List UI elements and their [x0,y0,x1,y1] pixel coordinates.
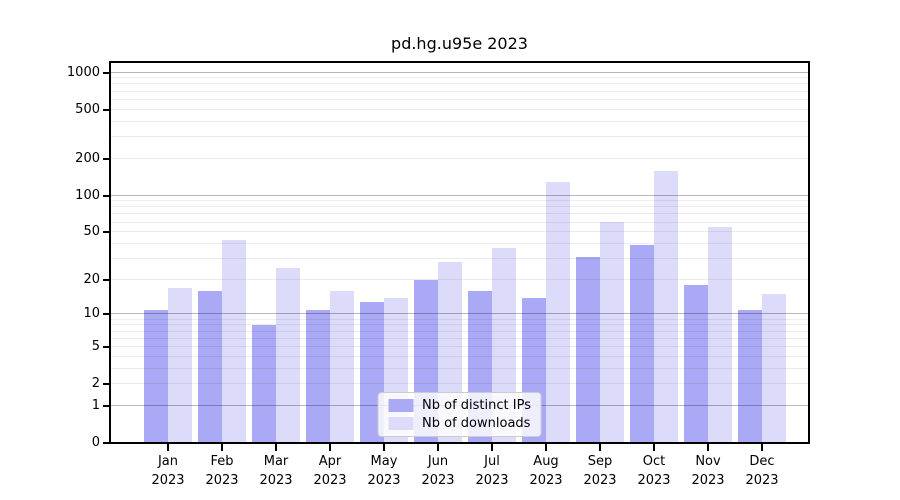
bar-dec-downloads [762,294,786,443]
legend-item-downloads: Nb of downloads [388,416,531,431]
bar-dec-distinct-ips [738,309,762,443]
x-tick-label-jan: Jan 2023 [151,454,185,488]
x-tick-label-oct: Oct 2023 [637,454,671,488]
y-tick-200 [103,157,110,160]
minor-gridline-200 [110,157,809,159]
bar-aug-downloads [546,182,570,443]
minor-gridline-600 [110,98,809,100]
y-tick-label-20: 20 [83,271,100,287]
y-tick-500 [103,108,110,111]
minor-gridline-60 [110,221,809,223]
bar-nov-distinct-ips [684,285,708,443]
x-tick-label-apr: Apr 2023 [313,454,347,488]
y-tick-label-5: 5 [91,338,100,354]
legend-label-downloads: Nb of downloads [422,416,531,431]
x-tick-jun [437,444,439,451]
minor-gridline-400 [110,120,809,122]
plot-area: Nb of distinct IPs Nb of downloads [109,61,810,444]
y-tick-label-500: 500 [75,101,100,117]
y-tick-label-100: 100 [75,187,100,203]
x-tick-jul [491,444,493,451]
bar-feb-downloads [222,240,246,443]
y-tick-label-50: 50 [83,224,100,240]
major-gridline-1000 [110,71,809,73]
x-tick-aug [545,444,547,451]
bar-sep-distinct-ips [576,257,600,443]
y-tick-0 [103,442,110,444]
legend-swatch-downloads [388,417,414,430]
x-tick-sep [599,444,601,451]
bar-jan-distinct-ips [144,309,168,443]
y-tick-1000 [103,71,110,74]
minor-gridline-800 [110,83,809,85]
minor-gridline-70 [110,213,809,215]
bar-feb-distinct-ips [198,291,222,443]
chart-title: pd.hg.u95e 2023 [391,34,528,53]
x-tick-label-sep: Sep 2023 [583,454,617,488]
bar-apr-distinct-ips [306,309,330,443]
y-tick-100 [103,194,110,197]
minor-gridline-500 [110,108,809,110]
y-tick-5 [103,345,110,348]
legend-label-distinct-ips: Nb of distinct IPs [422,398,531,413]
x-tick-label-mar: Mar 2023 [259,454,293,488]
bar-sep-downloads [600,221,624,443]
bar-nov-downloads [708,227,732,443]
x-tick-feb [221,444,223,451]
x-tick-apr [329,444,331,451]
bar-jan-downloads [168,288,192,443]
x-tick-label-jun: Jun 2023 [421,454,455,488]
legend: Nb of distinct IPs Nb of downloads [377,392,542,437]
x-tick-oct [653,444,655,451]
legend-swatch-distinct-ips [388,399,414,412]
y-tick-2 [103,383,110,386]
x-tick-label-jul: Jul 2023 [475,454,509,488]
y-tick-50 [103,231,110,234]
y-tick-10 [103,313,110,316]
y-tick-label-1000: 1000 [66,64,100,80]
minor-gridline-30 [110,257,809,259]
x-tick-may [383,444,385,451]
y-tick-label-2: 2 [91,376,100,392]
x-tick-jan [167,444,169,451]
x-tick-label-may: May 2023 [367,454,401,488]
x-tick-nov [707,444,709,451]
x-tick-dec [761,444,763,451]
minor-gridline-50 [110,231,809,233]
minor-gridline-40 [110,242,809,244]
minor-gridline-700 [110,90,809,92]
x-tick-label-aug: Aug 2023 [529,454,563,488]
minor-gridline-90 [110,200,809,202]
minor-gridline-80 [110,206,809,208]
y-tick-1 [103,404,110,407]
y-tick-label-1: 1 [91,397,100,413]
y-tick-label-0: 0 [91,435,100,450]
y-tick-label-10: 10 [83,306,100,322]
bar-mar-distinct-ips [252,325,276,443]
minor-gridline-900 [110,77,809,79]
legend-item-distinct-ips: Nb of distinct IPs [388,398,531,413]
minor-gridline-300 [110,135,809,137]
x-tick-label-dec: Dec 2023 [745,454,779,488]
y-tick-20 [103,278,110,281]
bar-oct-downloads [654,170,678,443]
y-tick-label-200: 200 [75,150,100,166]
x-tick-mar [275,444,277,451]
x-tick-label-nov: Nov 2023 [691,454,725,488]
bar-mar-downloads [276,268,300,443]
major-gridline-100 [110,194,809,196]
bar-apr-downloads [330,291,354,443]
bar-oct-distinct-ips [630,245,654,443]
x-tick-label-feb: Feb 2023 [205,454,239,488]
